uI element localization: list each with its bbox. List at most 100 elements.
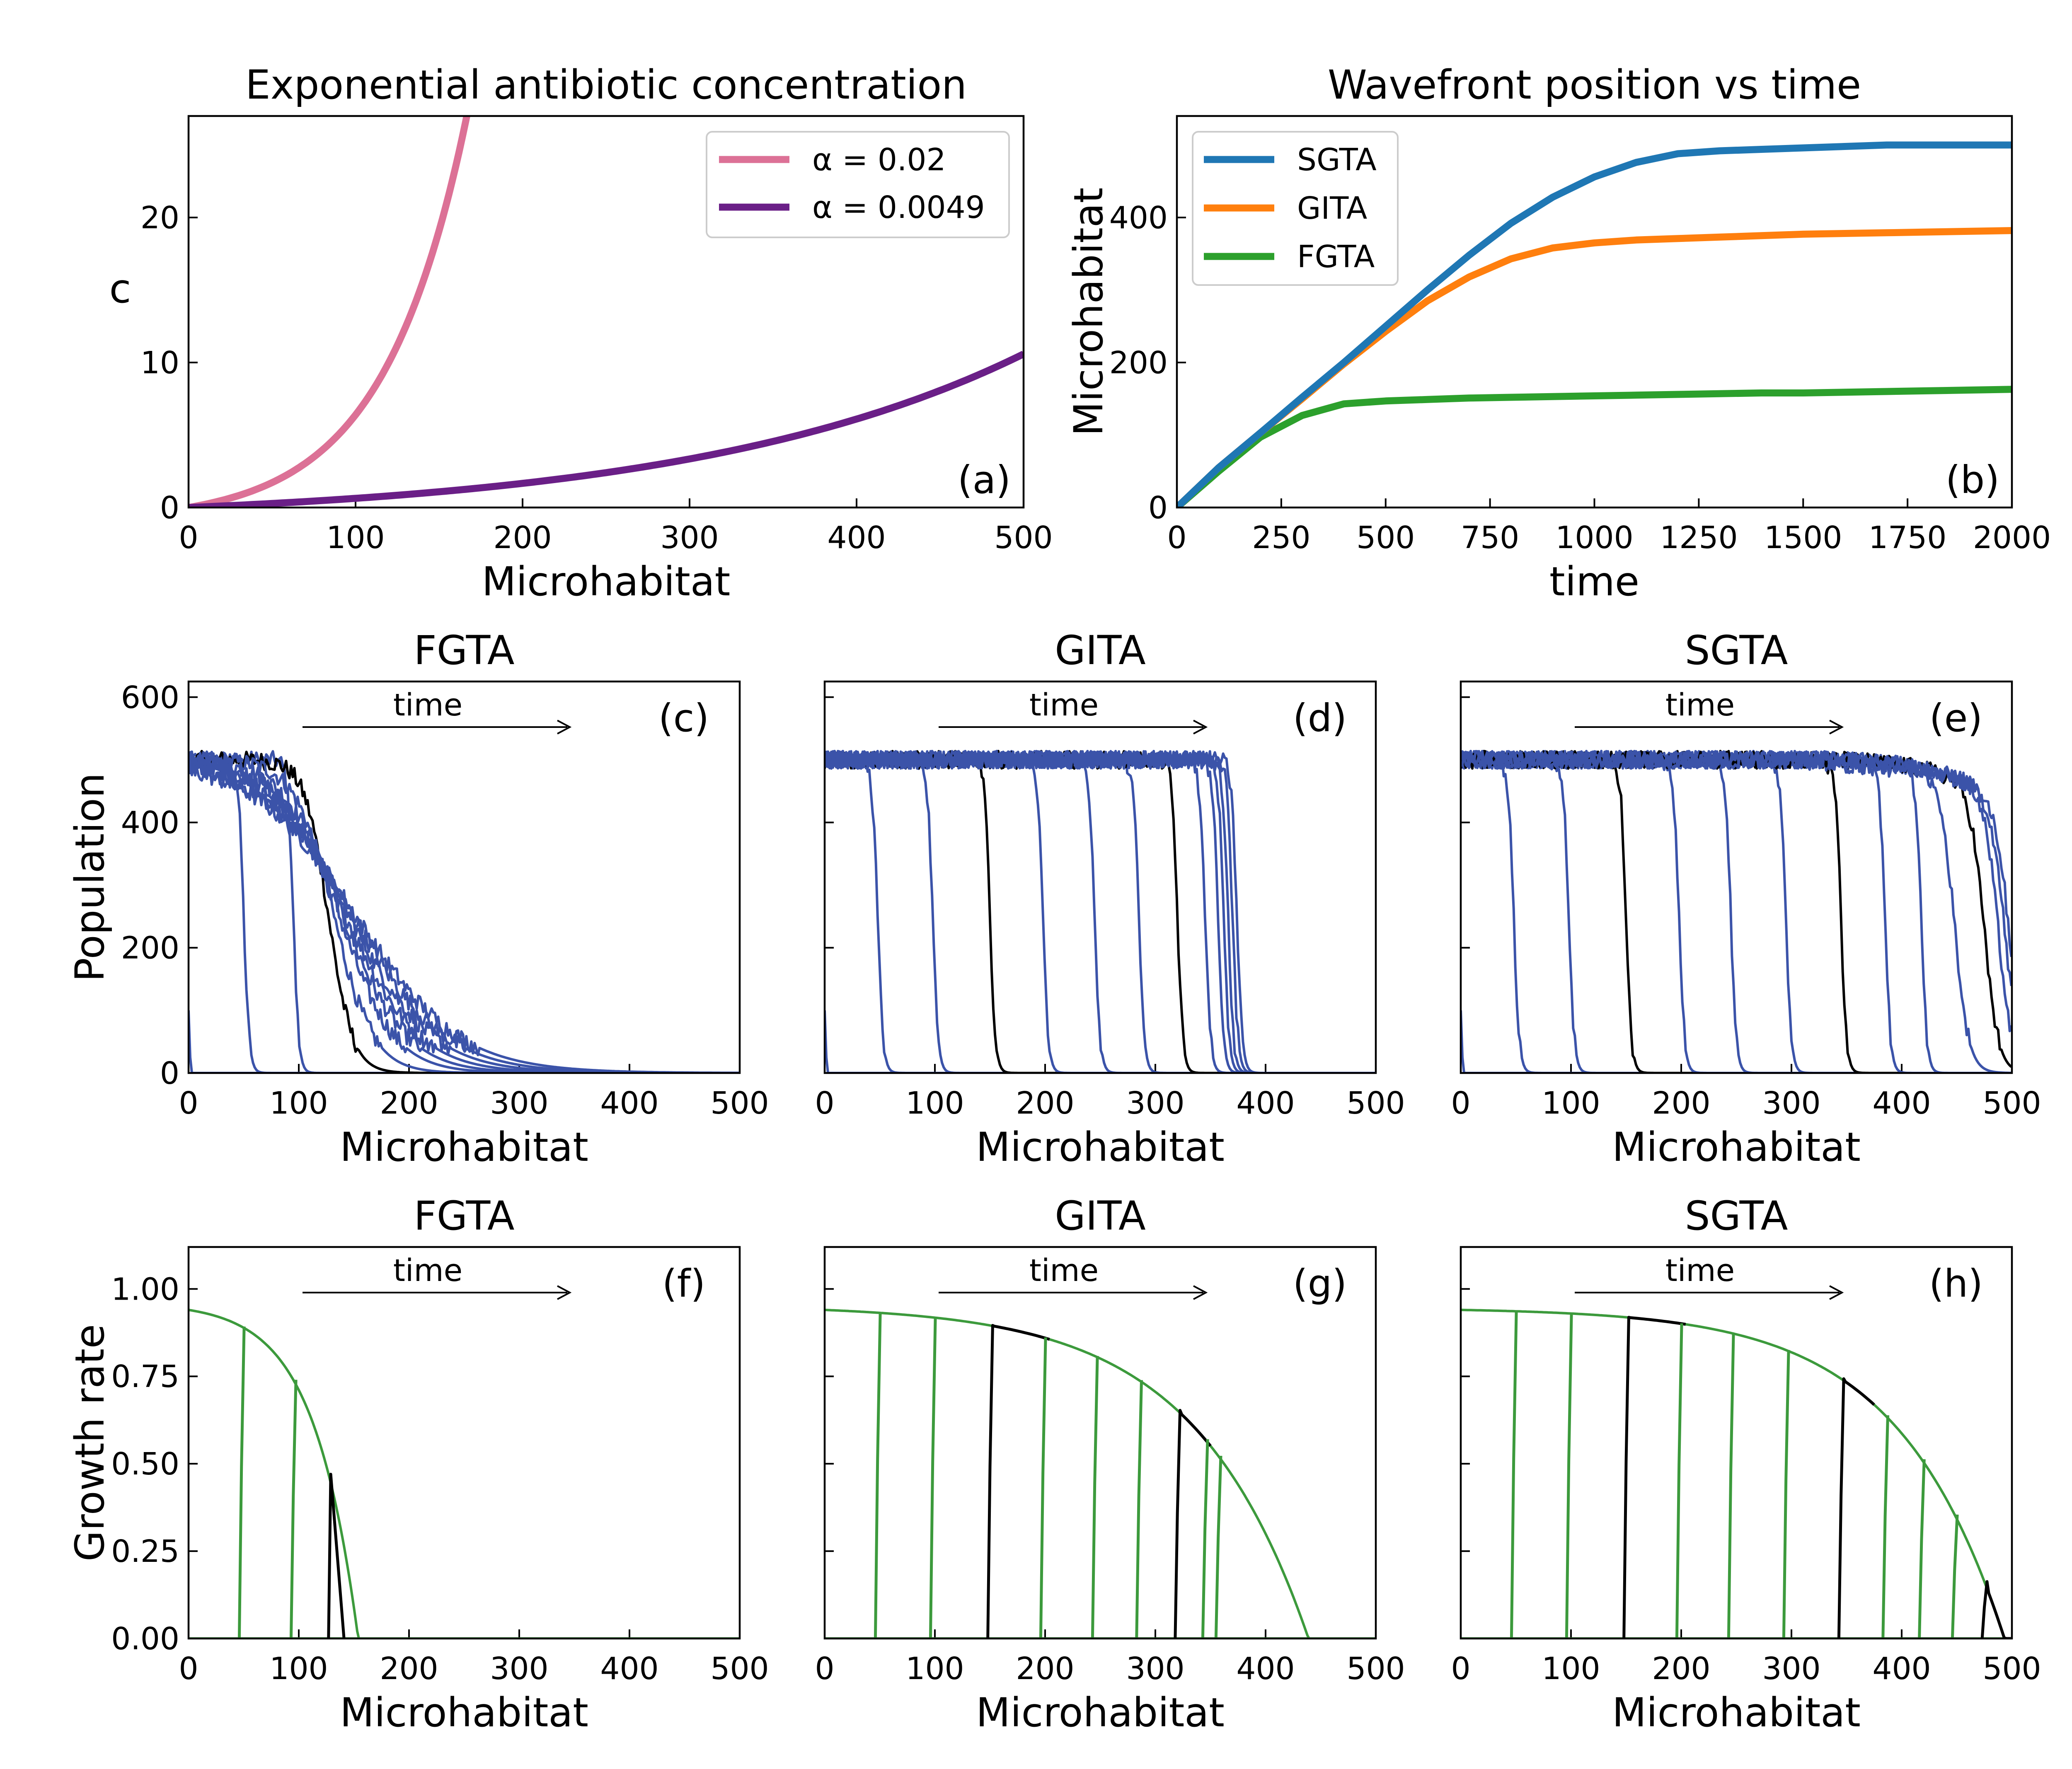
- time-arrow-head: [1193, 1285, 1208, 1300]
- y-tick-label: 0.50: [111, 1446, 179, 1482]
- panel-label-b: (b): [1946, 458, 1999, 502]
- y-tick-label: 0: [160, 1056, 179, 1091]
- x-tick-label: 0: [179, 520, 198, 556]
- time-arrow-head: [557, 720, 572, 735]
- time-arrow-label: time: [393, 1253, 462, 1288]
- growth-front-green: [1201, 1439, 1209, 1638]
- x-tick-label: 400: [600, 1085, 658, 1121]
- x-tick-label: 500: [710, 1085, 769, 1121]
- growth-front-black: [1174, 1409, 1212, 1638]
- time-arrow-label: time: [1029, 687, 1099, 723]
- axes-b: Wavefront position vs time 0 250 500 750 1000…: [1065, 62, 2051, 605]
- x-tick-label: 400: [1872, 1085, 1931, 1121]
- x-tick-label: 2000: [1973, 520, 2051, 556]
- legend-entry: α = 0.0049: [812, 190, 985, 225]
- legend-a: α = 0.02 α = 0.0049: [706, 131, 1010, 238]
- time-arrow-head: [1829, 1285, 1844, 1300]
- profile-line-blue: [1461, 749, 2011, 1073]
- x-axis-label-a: Microhabitat: [482, 558, 731, 605]
- axes-frame: [823, 680, 1377, 1074]
- plot-title-d: GITA: [1055, 627, 1146, 674]
- y-axis-label-b: Microhabitat: [1065, 188, 1112, 436]
- panel-label-d: (d): [1293, 696, 1347, 740]
- x-tick-label: 200: [380, 1085, 438, 1121]
- x-tick-label: 200: [493, 520, 552, 556]
- growth-front-green: [1782, 1350, 1790, 1638]
- x-tick-label: 250: [1252, 520, 1310, 556]
- x-axis-label-f: Microhabitat: [340, 1689, 588, 1736]
- growth-front-black: [986, 1324, 1050, 1638]
- y-tick-label: 0.00: [111, 1621, 179, 1657]
- series-line-alpha-00049: [189, 350, 1024, 508]
- legend-b: SGTA GITA FGTA: [1192, 131, 1399, 286]
- plot-title-e: SGTA: [1685, 627, 1788, 674]
- axes-frame: [187, 115, 1025, 509]
- growth-front-green: [1675, 1323, 1683, 1638]
- x-tick-label: 400: [1872, 1651, 1931, 1687]
- growth-front-green: [1918, 1459, 1926, 1638]
- x-tick-label: 500: [1346, 1085, 1405, 1121]
- x-tick-label: 0: [1451, 1651, 1470, 1687]
- growth-front-green: [929, 1317, 937, 1638]
- x-tick-label: 750: [1461, 520, 1519, 556]
- y-tick-label: 1.00: [111, 1271, 179, 1307]
- growth-f: [189, 1308, 740, 1638]
- axes-e: SGTA 0 100 200 300 400 500 Microhabitat (e) time: [1451, 627, 2041, 1170]
- legend-entry: SGTA: [1297, 142, 1377, 178]
- growth-front-green: [1091, 1356, 1099, 1638]
- y-tick-label: 400: [121, 805, 179, 841]
- growth-g: [825, 1308, 1376, 1638]
- growth-front-green: [1565, 1313, 1573, 1638]
- axes-d: GITA 0 100 200 300 400 500 Microhabitat (d) time: [815, 627, 1405, 1170]
- x-tick-label: 100: [269, 1085, 328, 1121]
- panel-label-g: (g): [1293, 1262, 1347, 1306]
- y-tick-label: 0: [1148, 490, 1168, 526]
- x-tick-label: 300: [1762, 1085, 1820, 1121]
- axes-f: FGTA 0 100 200 300 400 500 0.00 0.25 0.50 0.75 1.00…: [67, 1193, 769, 1736]
- growth-front-green: [1039, 1337, 1047, 1638]
- axes-g: GITA 0 100 200 300 400 500 Microhabitat (g) time: [815, 1193, 1405, 1736]
- growth-front-black: [1837, 1377, 1875, 1638]
- panel-label-f: (f): [662, 1262, 705, 1306]
- x-tick-label: 300: [490, 1085, 548, 1121]
- growth-front-green: [1727, 1333, 1735, 1638]
- time-arrow-label: time: [1665, 1253, 1735, 1288]
- profile-line-blue: [189, 750, 739, 1073]
- growth-front-green: [289, 1380, 298, 1638]
- x-tick-label: 200: [1652, 1085, 1710, 1121]
- x-tick-label: 400: [1236, 1085, 1295, 1121]
- axes-frame: [187, 1246, 741, 1640]
- x-tick-label: 100: [1542, 1085, 1600, 1121]
- x-tick-label: 1750: [1869, 520, 1946, 556]
- x-axis-label-b: time: [1549, 558, 1639, 605]
- growth-front-black: [1622, 1316, 1686, 1638]
- y-tick-label: 200: [121, 930, 179, 966]
- plot-title-a: Exponential antibiotic concentration: [245, 62, 967, 108]
- axes-frame: [823, 1246, 1377, 1640]
- x-tick-label: 0: [815, 1085, 834, 1121]
- y-axis-label-a: c: [109, 266, 131, 312]
- growth-front-green: [1214, 1455, 1222, 1638]
- y-tick-label: 200: [1109, 345, 1168, 381]
- growth-front-green: [237, 1326, 246, 1638]
- x-tick-label: 300: [660, 520, 719, 556]
- x-tick-label: 500: [710, 1651, 769, 1687]
- x-tick-label: 500: [1346, 1651, 1405, 1687]
- growth-front-green: [1510, 1311, 1518, 1638]
- axes-frame: [1176, 115, 2013, 509]
- x-tick-label: 200: [1652, 1651, 1710, 1687]
- profiles-d: [825, 749, 1375, 1073]
- time-arrow-label: time: [1665, 687, 1735, 723]
- series-group-a: [189, 116, 1024, 508]
- x-tick-label: 100: [1542, 1651, 1600, 1687]
- series-line-sgta: [1177, 141, 2012, 508]
- growth-front-green: [1881, 1415, 1889, 1638]
- profile-line-black: [189, 750, 739, 1073]
- time-arrow-label: time: [1029, 1253, 1099, 1288]
- x-tick-label: 1250: [1660, 520, 1738, 556]
- x-tick-label: 400: [1236, 1651, 1295, 1687]
- x-tick-label: 300: [1126, 1651, 1184, 1687]
- profile-line-blue: [825, 750, 1375, 1073]
- y-tick-label: 400: [1109, 200, 1168, 236]
